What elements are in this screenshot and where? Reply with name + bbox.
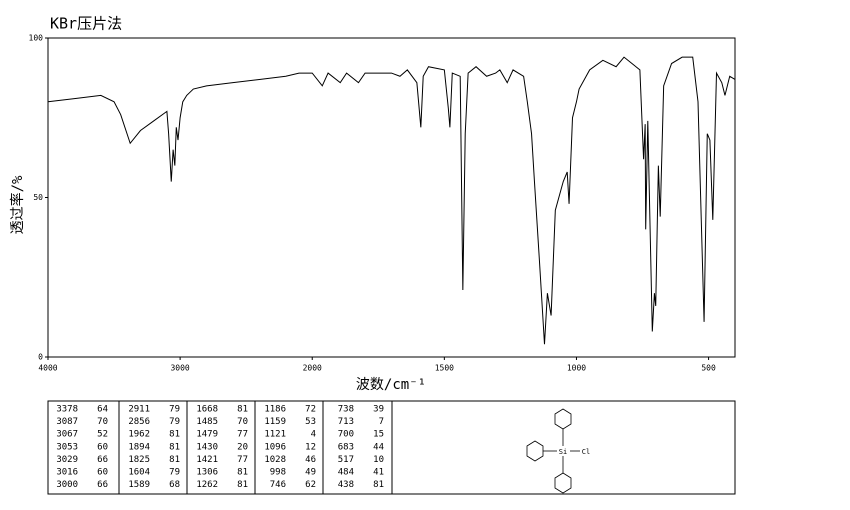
peak-wavenumber: 1306	[196, 468, 218, 478]
spectrum-line	[47, 56, 736, 345]
peak-wavenumber: 3053	[56, 442, 78, 452]
peak-transmittance: 60	[97, 468, 108, 478]
peak-transmittance: 77	[237, 430, 248, 440]
peak-wavenumber: 1186	[264, 405, 286, 415]
peak-transmittance: 60	[97, 442, 108, 452]
peak-transmittance: 77	[237, 455, 248, 465]
x-tick-label: 1500	[435, 364, 454, 373]
y-tick-label: 0	[38, 353, 43, 362]
peak-transmittance: 81	[169, 430, 180, 440]
x-tick-label: 3000	[170, 364, 189, 373]
y-tick-label: 50	[33, 193, 43, 202]
peak-wavenumber: 1668	[196, 405, 218, 415]
x-axis-label: 波数/cm⁻¹	[356, 377, 426, 393]
peak-wavenumber: 438	[338, 480, 354, 490]
peak-transmittance: 66	[97, 480, 108, 490]
phenyl-ring	[526, 440, 544, 462]
peak-wavenumber: 1421	[196, 455, 218, 465]
peak-transmittance: 46	[305, 455, 316, 465]
peak-transmittance: 70	[97, 417, 108, 427]
peak-wavenumber: 738	[338, 405, 354, 415]
peak-wavenumber: 1159	[264, 417, 286, 427]
peak-wavenumber: 1589	[128, 480, 150, 490]
peak-wavenumber: 1962	[128, 430, 150, 440]
peak-transmittance: 81	[373, 480, 384, 490]
peak-wavenumber: 1604	[128, 468, 150, 478]
peak-wavenumber: 1121	[264, 430, 286, 440]
peak-transmittance: 20	[237, 442, 248, 452]
atom-label: Si	[559, 448, 567, 456]
peak-transmittance: 81	[169, 442, 180, 452]
peak-wavenumber: 1096	[264, 442, 286, 452]
peak-transmittance: 39	[373, 405, 384, 415]
peak-wavenumber: 1894	[128, 442, 150, 452]
peak-transmittance: 66	[97, 455, 108, 465]
peak-wavenumber: 1825	[128, 455, 150, 465]
peak-wavenumber: 746	[270, 480, 286, 490]
peak-wavenumber: 1485	[196, 417, 218, 427]
peak-wavenumber: 3378	[56, 405, 78, 415]
peak-wavenumber: 998	[270, 468, 286, 478]
peak-transmittance: 81	[169, 455, 180, 465]
peak-wavenumber: 484	[338, 468, 354, 478]
peak-transmittance: 79	[169, 405, 180, 415]
y-tick-label: 100	[29, 34, 44, 43]
peak-wavenumber: 1430	[196, 442, 218, 452]
peak-transmittance: 81	[237, 405, 248, 415]
peak-transmittance: 68	[169, 480, 180, 490]
peak-transmittance: 53	[305, 417, 316, 427]
peak-transmittance: 12	[305, 442, 316, 452]
peak-transmittance: 41	[373, 468, 384, 478]
peak-transmittance: 62	[305, 480, 316, 490]
peak-wavenumber: 2911	[128, 405, 150, 415]
peak-transmittance: 79	[169, 468, 180, 478]
peak-transmittance: 79	[169, 417, 180, 427]
chart-title: KBr压片法	[50, 15, 122, 33]
peak-wavenumber: 700	[338, 430, 354, 440]
peak-transmittance: 64	[97, 405, 108, 415]
peak-wavenumber: 1479	[196, 430, 218, 440]
peak-wavenumber: 3087	[56, 417, 78, 427]
peak-wavenumber: 3067	[56, 430, 78, 440]
structure	[526, 408, 580, 494]
y-axis-label: 透过率/%	[9, 175, 26, 234]
x-tick-label: 1000	[567, 364, 586, 373]
atom-label: Cl	[582, 448, 590, 456]
peak-wavenumber: 683	[338, 442, 354, 452]
peak-transmittance: 10	[373, 455, 384, 465]
peak-transmittance: 44	[373, 442, 384, 452]
peak-wavenumber: 3029	[56, 455, 78, 465]
peak-transmittance: 81	[237, 480, 248, 490]
peak-transmittance: 52	[97, 430, 108, 440]
peak-wavenumber: 3000	[56, 480, 78, 490]
x-tick-label: 2000	[303, 364, 322, 373]
peak-transmittance: 49	[305, 468, 316, 478]
peak-wavenumber: 713	[338, 417, 354, 427]
peak-transmittance: 81	[237, 468, 248, 478]
phenyl-ring	[554, 472, 572, 494]
peak-transmittance: 7	[379, 417, 384, 427]
peak-transmittance: 4	[311, 430, 316, 440]
peak-wavenumber: 2856	[128, 417, 150, 427]
peak-wavenumber: 1028	[264, 455, 286, 465]
peak-transmittance: 70	[237, 417, 248, 427]
peak-wavenumber: 1262	[196, 480, 218, 490]
x-tick-label: 4000	[38, 364, 57, 373]
peak-wavenumber: 3016	[56, 468, 78, 478]
peak-transmittance: 72	[305, 405, 316, 415]
peak-transmittance: 15	[373, 430, 384, 440]
peak-wavenumber: 517	[338, 455, 354, 465]
x-tick-label: 500	[701, 364, 716, 373]
